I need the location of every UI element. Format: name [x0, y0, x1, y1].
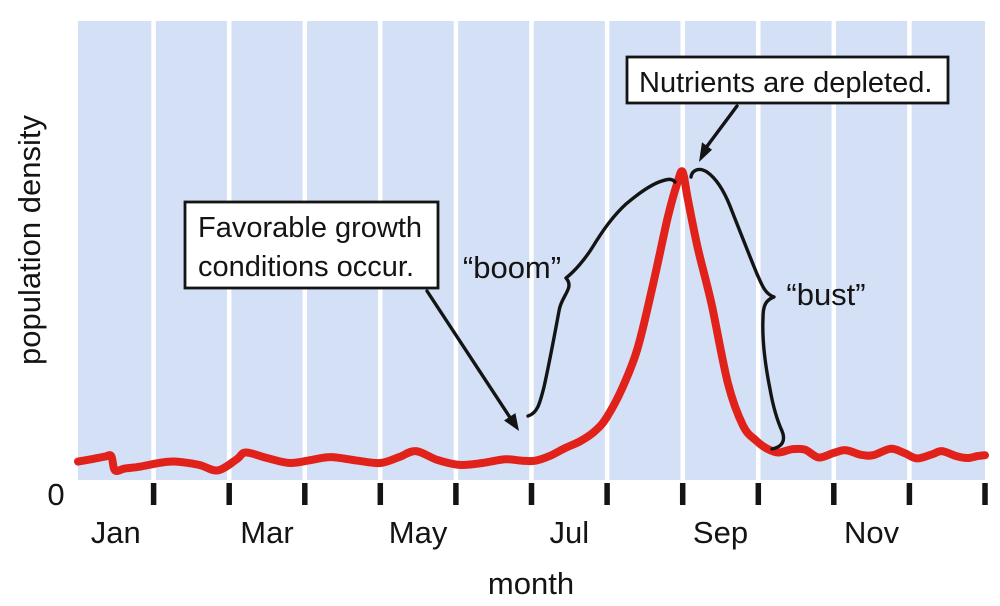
- boom-label: “boom”: [463, 250, 561, 285]
- boom-brace: [526, 177, 677, 418]
- favorable-arrowhead-icon: [504, 413, 519, 431]
- y-axis-label: population density: [12, 115, 47, 365]
- month-label-nov: Nov: [844, 515, 900, 550]
- nutrients-arrow: [699, 104, 739, 162]
- favorable-arrow: [425, 289, 519, 431]
- favorable-arrow-line: [425, 289, 513, 421]
- favorable-callout-text-line1: Favorable growth: [198, 212, 422, 244]
- population-density-curve: [74, 167, 989, 476]
- month-ticks: [150, 483, 988, 505]
- month-labels: Jan Mar May Jul Sep Nov: [91, 515, 900, 550]
- nutrients-callout-box: [625, 55, 950, 105]
- favorable-callout: Favorable growth conditions occur.: [183, 200, 440, 290]
- bust-label: “bust”: [786, 277, 865, 312]
- favorable-callout-text-line2: conditions occur.: [198, 251, 414, 283]
- x-axis-label: month: [488, 566, 574, 601]
- nutrients-callout: Nutrients are depleted.: [625, 55, 950, 105]
- bust-brace: [689, 167, 786, 451]
- y-axis-origin-label: 0: [47, 477, 64, 512]
- nutrients-arrow-line: [703, 104, 739, 151]
- favorable-callout-box: [183, 200, 440, 290]
- month-label-sep: Sep: [693, 515, 748, 550]
- month-label-mar: Mar: [240, 515, 293, 550]
- month-label-jan: Jan: [91, 515, 141, 550]
- month-label-jul: Jul: [549, 515, 589, 550]
- nutrients-arrowhead-icon: [699, 142, 712, 162]
- month-label-may: May: [389, 515, 448, 550]
- nutrients-callout-text: Nutrients are depleted.: [639, 67, 932, 99]
